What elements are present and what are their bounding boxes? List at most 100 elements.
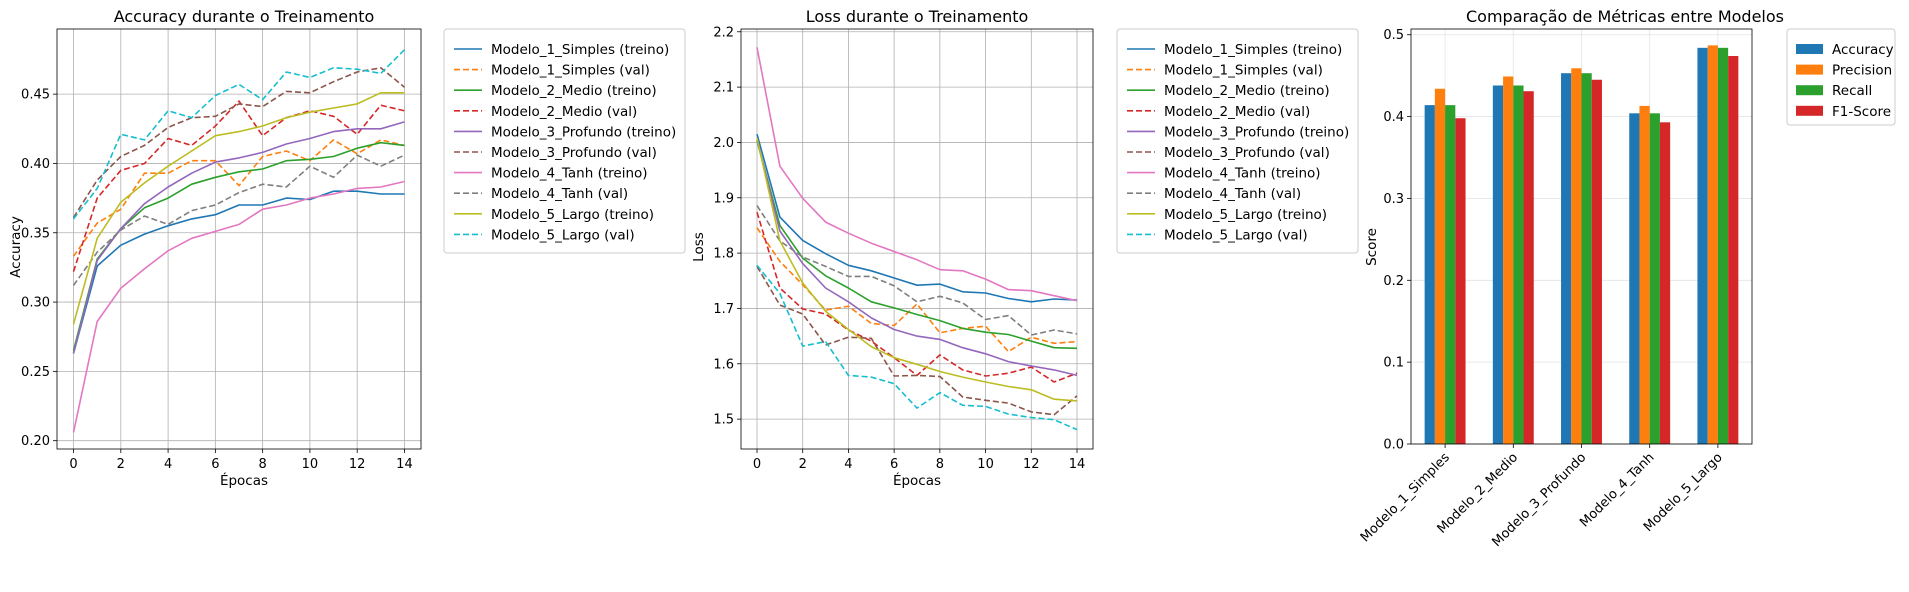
y-tick-label: 0.4: [1383, 110, 1404, 125]
x-tick-label: 10: [977, 457, 994, 472]
legend-entry: Modelo_5_Largo (val): [491, 227, 635, 243]
legend-entry: Modelo_2_Medio (treino): [491, 83, 657, 99]
accuracy-chart-xlabel: Épocas: [220, 472, 268, 489]
x-tick-label: 4: [164, 457, 172, 472]
y-tick-label: 1.8: [713, 247, 734, 262]
legend-entry: Modelo_4_Tanh (val): [1164, 186, 1301, 202]
loss-chart: Loss durante o Treinamento Épocas Loss 0…: [691, 7, 1359, 489]
accuracy-chart-ylabel: Accuracy: [8, 216, 24, 278]
x-tick-label: 6: [890, 457, 898, 472]
grid-lines: [741, 29, 1093, 449]
bar: [1581, 73, 1592, 445]
series-line: [72, 67, 406, 218]
accuracy-chart: Accuracy durante o Treinamento Épocas Ac…: [8, 7, 686, 489]
series-line: [756, 265, 1078, 416]
accuracy-chart-title: Accuracy durante o Treinamento: [114, 7, 375, 26]
y-tick-label: 0.2: [1383, 274, 1404, 289]
series-line: [72, 49, 406, 220]
y-tick-label: 0.5: [1383, 28, 1404, 43]
bar: [1659, 122, 1671, 445]
bar: [1591, 79, 1602, 444]
y-tick-label: 2.2: [713, 25, 734, 40]
series-line: [756, 137, 1078, 402]
metrics-chart-ylabel: Score: [1364, 228, 1380, 266]
bar: [1629, 113, 1640, 444]
y-tick-label: 0.20: [21, 434, 50, 449]
x-tick-label: 8: [936, 457, 944, 472]
y-tick-label: 1.5: [713, 413, 734, 428]
y-tick-label: 0.25: [21, 365, 50, 380]
bar: [1649, 113, 1660, 444]
bar: [1571, 68, 1582, 444]
legend-entry: Modelo_2_Medio (val): [491, 104, 637, 120]
loss-chart-title: Loss durante o Treinamento: [806, 7, 1029, 26]
legend-entry: Modelo_2_Medio (treino): [1164, 83, 1330, 99]
bar: [1513, 85, 1524, 445]
series-line: [72, 190, 405, 354]
legend-entry: Modelo_3_Profundo (val): [1164, 145, 1330, 161]
bar: [1434, 88, 1446, 444]
legend-entry: Modelo_2_Medio (val): [1164, 104, 1310, 120]
grid-lines: [57, 29, 421, 449]
series-line: [756, 205, 1078, 336]
x-tick-label: 6: [211, 457, 219, 472]
series-line: [72, 92, 405, 325]
legend-entry: Precision: [1832, 63, 1892, 79]
legend-swatch: [1796, 105, 1823, 116]
x-tick-label: 2: [117, 457, 125, 472]
legend-entry: Modelo_3_Profundo (treino): [491, 124, 676, 140]
x-tick-label: 0: [753, 457, 761, 472]
y-tick-label: 0.3: [1383, 192, 1404, 207]
x-tick-label: 4: [844, 457, 852, 472]
plot-frame: [56, 28, 422, 450]
legend: Modelo_1_Simples (treino) Modelo_1_Simple…: [1116, 28, 1359, 254]
y-tick-label: 1.6: [713, 357, 734, 372]
legend-entry: Modelo_1_Simples (val): [491, 63, 650, 79]
x-tick-label: 0: [69, 457, 77, 472]
legend-swatch: [1796, 64, 1823, 75]
x-tick-label: 12: [1023, 457, 1040, 472]
y-tick-label: 2.0: [713, 136, 734, 151]
bar: [1639, 105, 1650, 444]
bar: [1717, 47, 1729, 445]
y-tick-label: 0.0: [1383, 438, 1404, 453]
series-line: [72, 180, 405, 433]
legend-entry: Modelo_4_Tanh (treino): [491, 166, 648, 182]
legend-entry: Accuracy: [1832, 42, 1894, 58]
legend-swatch: [1796, 85, 1823, 96]
bar: [1523, 91, 1534, 444]
y-tick-label: 2.1: [713, 81, 734, 96]
series-line: [72, 139, 405, 257]
bar: [1445, 105, 1456, 444]
series-line: [72, 100, 405, 272]
y-tick-label: 1.7: [713, 302, 734, 317]
y-tick-label: 0.45: [21, 88, 50, 103]
loss-chart-ylabel: Loss: [691, 232, 707, 262]
legend-entry: Modelo_3_Profundo (treino): [1164, 124, 1349, 140]
x-tick-label: 14: [396, 457, 413, 472]
legend-frame: [443, 28, 686, 254]
loss-chart-xlabel: Épocas: [893, 472, 941, 489]
series-line: [756, 47, 1078, 302]
x-tick-label: 2: [799, 457, 807, 472]
series-line: [756, 211, 1078, 383]
bar: [1492, 85, 1504, 445]
bar: [1697, 47, 1708, 445]
y-tick-label: 0.1: [1383, 356, 1404, 371]
legend-entry: F1-Score: [1832, 104, 1891, 120]
series-line: [756, 139, 1078, 377]
legend-entry: Modelo_5_Largo (treino): [491, 207, 654, 223]
y-tick-label: 0.35: [21, 226, 50, 241]
legend: Modelo_1_Simples (treino) Modelo_1_Simple…: [443, 28, 686, 254]
x-tick-label: 14: [1069, 457, 1086, 472]
bar: [1455, 118, 1466, 444]
y-tick-label: 1.9: [713, 191, 734, 206]
series-line: [72, 141, 405, 351]
x-tick-label: 10: [302, 457, 319, 472]
series-line: [756, 140, 1078, 350]
bar: [1503, 76, 1514, 444]
plot-frame: [740, 28, 1094, 450]
series-line: [72, 121, 405, 354]
plot-frame: [1410, 28, 1753, 445]
